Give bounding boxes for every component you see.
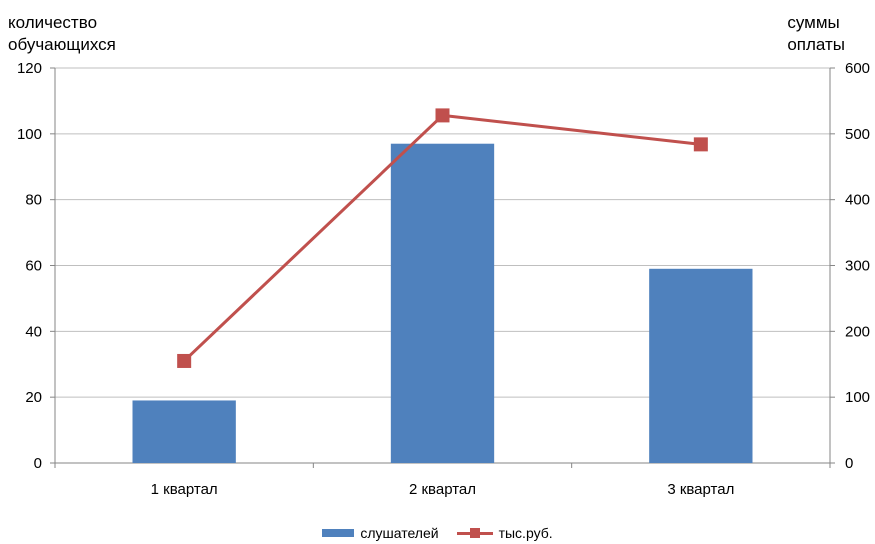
legend-line-swatch (456, 527, 493, 539)
legend: слушателей тыс.руб. (0, 522, 875, 544)
y-axis-right-title: суммы оплаты (787, 13, 845, 54)
y-left-tick-label: 20 (25, 389, 42, 406)
legend-label-line: тыс.руб. (498, 525, 553, 541)
combo-chart: 0 20 40 60 80 100 120 0 100 200 300 400 500 600 1 квар… (17, 60, 870, 498)
y-right-tick-label: 400 (845, 192, 870, 209)
y-axis-left-title: количество обучающихся (8, 13, 116, 54)
y-left-tick-label: 120 (17, 60, 42, 77)
y-right-tick-label: 0 (845, 455, 853, 472)
legend-item-bar-series: слушателей (322, 525, 439, 541)
y-right-tick-label: 500 (845, 126, 870, 143)
bar (390, 143, 495, 464)
x-tick-label: 2 квартал (409, 481, 476, 498)
bar (649, 268, 753, 463)
y-left-tick-label: 100 (17, 126, 42, 143)
line-point (435, 108, 450, 123)
legend-bar-swatch (322, 529, 355, 537)
y-right-tick-label: 300 (845, 258, 870, 275)
y-right-tick-label: 100 (845, 389, 870, 406)
y-right-tick-label: 600 (845, 60, 870, 77)
y-left-tick-label: 80 (25, 192, 42, 209)
line-point (177, 353, 192, 368)
bar (132, 400, 236, 463)
y-right-tick-label: 200 (845, 323, 870, 340)
legend-label-bar: слушателей (360, 525, 439, 541)
y-left-tick-label: 40 (25, 323, 42, 340)
x-tick-label: 1 квартал (151, 481, 218, 498)
line-point (693, 137, 708, 152)
y-left-tick-label: 0 (34, 455, 42, 472)
y-left-tick-label: 60 (25, 258, 42, 275)
x-tick-label: 3 квартал (667, 481, 734, 498)
legend-item-line-series: тыс.руб. (456, 525, 553, 541)
